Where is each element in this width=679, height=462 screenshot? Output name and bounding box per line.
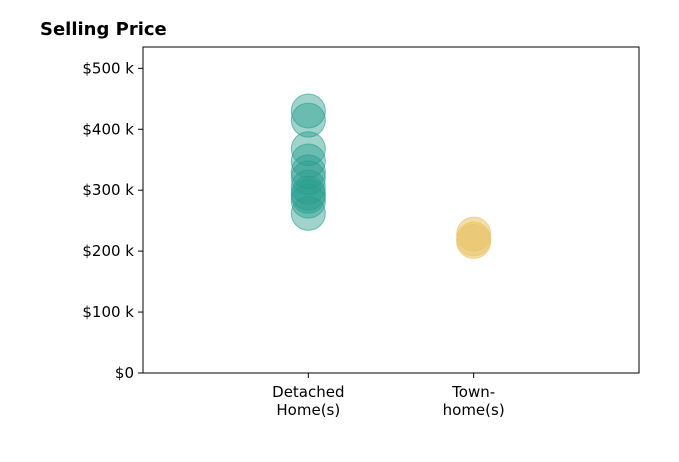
y-tick-label: $200 k xyxy=(82,242,134,260)
data-points xyxy=(290,93,492,259)
y-tick-label: $500 k xyxy=(82,59,134,77)
plot-area-frame xyxy=(142,46,640,374)
data-point xyxy=(456,223,492,259)
y-tick-label: $300 k xyxy=(82,181,134,199)
chart-title: Selling Price xyxy=(40,19,167,40)
y-tick-label: $100 k xyxy=(82,303,134,321)
x-tick-label: home(s) xyxy=(443,401,505,419)
data-point xyxy=(290,183,326,219)
y-tick-label: $0 xyxy=(115,364,134,382)
data-point xyxy=(290,195,326,231)
y-tick-label: $400 k xyxy=(82,120,134,138)
x-tick-label: Home(s) xyxy=(276,401,340,419)
y-axis: $0 $100 k $200 k $300 k $400 k $500 k xyxy=(82,59,143,382)
x-tick-label: Detached xyxy=(272,383,344,401)
x-tick-label: Town- xyxy=(451,383,495,401)
data-point xyxy=(290,102,326,138)
data-point xyxy=(290,93,326,129)
